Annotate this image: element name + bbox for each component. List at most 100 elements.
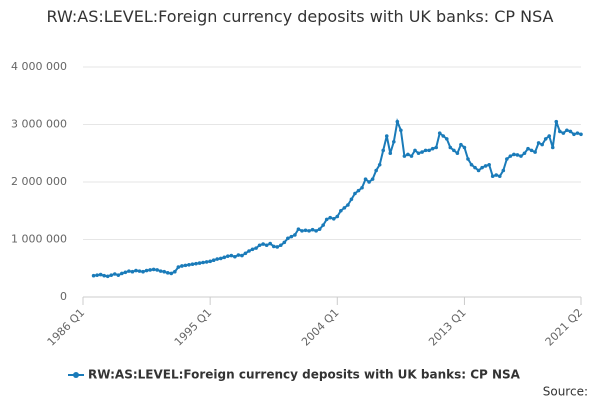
data-point	[233, 254, 237, 259]
data-point	[515, 153, 520, 157]
data-point	[406, 152, 410, 157]
data-point	[144, 268, 149, 273]
data-point	[134, 268, 138, 273]
data-point	[565, 128, 569, 133]
x-tick-label: 1986 Q1	[45, 306, 88, 349]
series-line	[93, 118, 582, 278]
data-point	[356, 188, 361, 193]
data-point	[413, 148, 417, 153]
data-point	[176, 265, 181, 269]
data-point	[367, 180, 371, 184]
data-point	[420, 150, 424, 154]
y-tick-label: 4 000 000	[11, 60, 67, 73]
data-point	[271, 244, 276, 249]
data-point	[370, 177, 375, 181]
source: Source:	[543, 385, 588, 399]
data-point	[536, 141, 541, 145]
data-point	[240, 253, 244, 258]
data-point	[95, 273, 99, 277]
data-point	[211, 258, 216, 263]
data-point	[487, 162, 491, 167]
y-tick-label: 2 000 000	[11, 175, 67, 188]
data-point	[550, 145, 555, 150]
data-point	[346, 203, 350, 207]
data-point	[480, 165, 484, 170]
data-point	[204, 260, 209, 264]
data-point	[102, 273, 106, 278]
data-point	[466, 157, 470, 161]
data-point	[402, 154, 407, 158]
data-point	[155, 268, 159, 272]
data-point	[218, 256, 223, 261]
data-point	[399, 128, 403, 133]
data-point	[505, 157, 509, 161]
data-point	[282, 240, 287, 245]
data-point	[441, 134, 446, 138]
data-point	[180, 264, 184, 268]
data-point	[303, 228, 308, 233]
data-point	[130, 269, 135, 274]
data-point	[293, 233, 297, 237]
data-point	[529, 148, 534, 153]
data-point	[190, 262, 195, 267]
data-point	[278, 243, 283, 248]
data-point	[162, 269, 167, 274]
data-point	[105, 274, 110, 279]
data-point	[328, 215, 333, 220]
data-point	[342, 206, 347, 210]
y-tick-label: 3 000 000	[11, 118, 67, 131]
data-point	[229, 253, 234, 258]
data-point	[194, 261, 198, 266]
data-point	[296, 227, 301, 231]
data-point	[321, 223, 325, 227]
data-point	[558, 129, 562, 134]
data-point	[112, 272, 117, 276]
data-point	[275, 245, 280, 249]
data-point	[317, 227, 322, 231]
data-point	[374, 168, 378, 173]
data-point	[459, 142, 463, 147]
data-point	[540, 142, 544, 147]
data-point	[123, 270, 128, 275]
legend-marker	[73, 372, 79, 378]
data-point	[501, 168, 506, 173]
data-point	[561, 131, 566, 135]
data-point	[300, 229, 304, 233]
data-point	[353, 191, 357, 196]
data-point	[462, 145, 467, 150]
data-point	[409, 154, 414, 158]
data-point	[469, 162, 474, 167]
data-point	[254, 246, 258, 250]
data-point	[497, 174, 502, 179]
data-point	[148, 268, 152, 272]
data-point	[324, 217, 329, 222]
legend-label: RW:AS:LEVEL:Foreign currency deposits wi…	[88, 368, 521, 382]
data-point	[377, 162, 382, 167]
data-point	[120, 271, 124, 276]
data-point	[427, 148, 431, 153]
data-point	[314, 229, 318, 233]
data-point	[151, 267, 156, 272]
data-point	[349, 197, 354, 202]
data-point	[268, 241, 272, 246]
data-point	[392, 139, 396, 144]
data-point	[575, 131, 580, 135]
data-point	[360, 185, 364, 190]
data-point	[473, 165, 477, 170]
data-point	[572, 132, 576, 137]
data-point	[169, 271, 174, 276]
data-point	[165, 271, 170, 275]
data-point	[455, 151, 460, 156]
data-point	[236, 253, 241, 257]
data-point	[158, 269, 163, 273]
data-point	[434, 145, 438, 150]
data-point	[261, 242, 265, 246]
data-point	[286, 236, 290, 241]
data-point	[310, 227, 315, 232]
data-point	[533, 150, 537, 154]
data-point	[250, 247, 255, 252]
data-point	[579, 132, 583, 137]
data-point	[452, 148, 456, 153]
